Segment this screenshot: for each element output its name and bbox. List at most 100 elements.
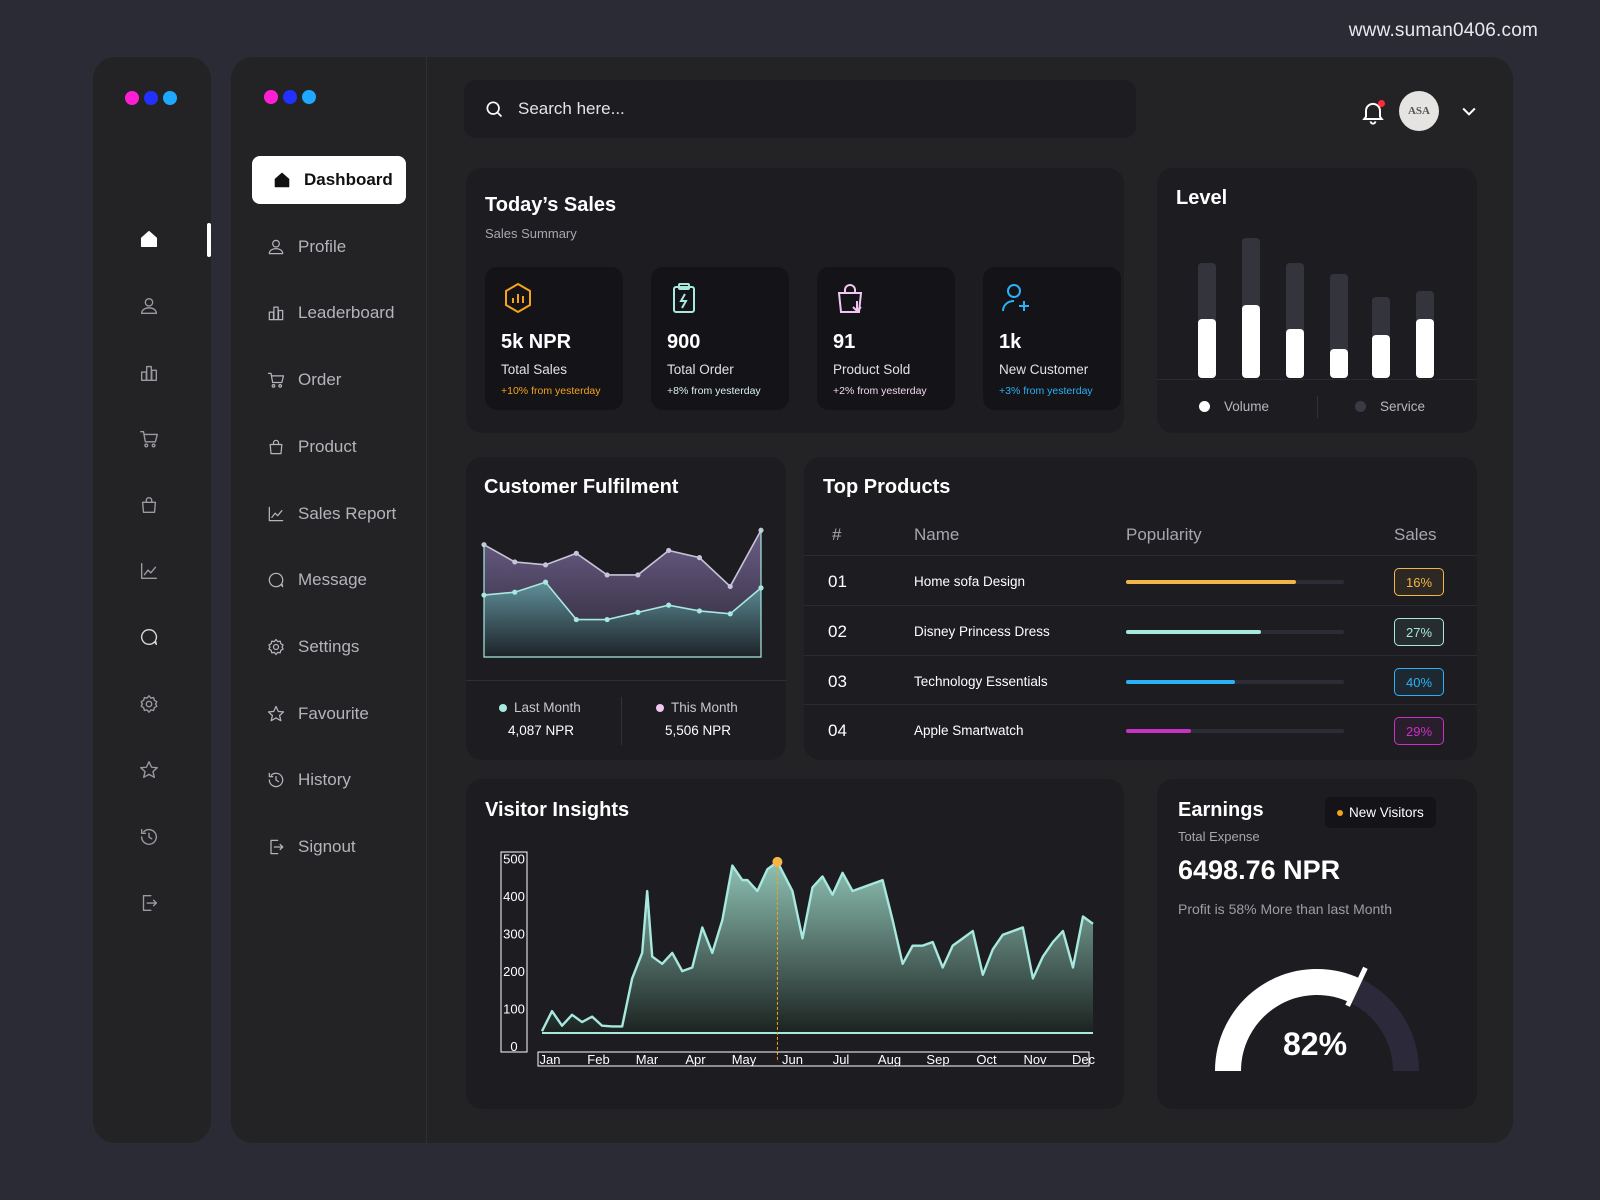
cf-point[interactable] bbox=[604, 572, 610, 578]
cf-point[interactable] bbox=[696, 555, 703, 561]
rail-home[interactable] bbox=[133, 223, 165, 255]
notification-dot bbox=[1378, 100, 1385, 107]
rail-cart[interactable] bbox=[133, 423, 165, 455]
earnings-card: Earnings New Visitors Total Expense 6498… bbox=[1157, 779, 1477, 1109]
cf-this-month-value: 5,506 NPR bbox=[665, 723, 732, 738]
nav-item-message[interactable]: Message bbox=[252, 556, 406, 604]
cf-point[interactable] bbox=[512, 559, 518, 565]
cf-point[interactable] bbox=[512, 589, 518, 595]
x-tick-label: Aug bbox=[878, 1052, 901, 1067]
search-bar[interactable] bbox=[464, 80, 1136, 138]
nav-item-profile[interactable]: Profile bbox=[252, 223, 406, 271]
cf-area-last-month bbox=[484, 582, 761, 657]
x-tick-label: Dec bbox=[1072, 1052, 1096, 1067]
visitor-insights-title: Visitor Insights bbox=[485, 799, 630, 821]
chart-icon bbox=[140, 562, 158, 580]
nav-item-order[interactable]: Order bbox=[252, 356, 406, 404]
x-tick-label: Feb bbox=[587, 1052, 609, 1067]
nav-item-label: Settings bbox=[298, 636, 360, 656]
stat-product-sold[interactable]: 91 Product Sold +2% from yesterday bbox=[817, 267, 955, 410]
leaderboard-icon bbox=[268, 306, 284, 321]
cf-point[interactable] bbox=[666, 547, 672, 554]
nav-item-dashboard[interactable]: Dashboard bbox=[252, 156, 406, 204]
notification-bell-icon[interactable] bbox=[1359, 98, 1387, 126]
row-rank: 01 bbox=[828, 572, 847, 591]
home-icon bbox=[274, 172, 290, 188]
cf-point[interactable] bbox=[727, 611, 733, 617]
cf-point[interactable] bbox=[573, 550, 579, 556]
cf-point[interactable] bbox=[635, 609, 641, 615]
y-tick-label: 300 bbox=[503, 927, 525, 942]
x-tick-label: Jan bbox=[540, 1052, 561, 1067]
nav-item-signout[interactable]: Signout bbox=[252, 823, 406, 871]
cf-point[interactable] bbox=[573, 616, 579, 623]
nav-item-label: Profile bbox=[298, 236, 347, 256]
rail-chart[interactable] bbox=[133, 555, 165, 587]
col-header-name: Name bbox=[914, 525, 960, 544]
highlight-point[interactable] bbox=[772, 856, 783, 867]
cf-point[interactable] bbox=[727, 583, 733, 590]
message-icon bbox=[268, 572, 284, 588]
rail-profile[interactable] bbox=[133, 290, 165, 322]
todays-sales-title: Today’s Sales bbox=[485, 194, 617, 216]
cf-separator bbox=[621, 697, 622, 745]
signout-icon bbox=[142, 894, 158, 912]
x-tick-label: Jun bbox=[782, 1052, 803, 1067]
y-tick-label: 100 bbox=[503, 1002, 525, 1017]
search-input[interactable] bbox=[518, 99, 1078, 119]
legend-label: Volume bbox=[1224, 399, 1270, 414]
y-tick-label: 400 bbox=[503, 889, 525, 904]
stat-change: +10% from yesterday bbox=[501, 385, 601, 397]
y-tick-label: 200 bbox=[503, 964, 525, 979]
stat-total-order[interactable]: 900 Total Order +8% from yesterday bbox=[651, 267, 789, 410]
stat-new-customer[interactable]: 1k New Customer +3% from yesterday bbox=[983, 267, 1121, 410]
row-divider bbox=[804, 655, 1477, 656]
sales-pill: 16% bbox=[1394, 568, 1444, 596]
rail-leaderboard[interactable] bbox=[133, 357, 165, 389]
legend-dot bbox=[499, 703, 507, 712]
nav-item-favourite[interactable]: Favourite bbox=[252, 690, 406, 738]
cf-point[interactable] bbox=[635, 572, 641, 578]
nav-item-settings[interactable]: Settings bbox=[252, 623, 406, 671]
cart-icon bbox=[267, 372, 285, 388]
rail-settings[interactable] bbox=[133, 688, 165, 720]
cf-point[interactable] bbox=[666, 602, 672, 608]
product-name: Home sofa Design bbox=[914, 574, 1026, 589]
cf-point[interactable] bbox=[604, 616, 610, 623]
stat-total-sales[interactable]: 5k NPR Total Sales +10% from yesterday bbox=[485, 267, 623, 410]
nav-item-history[interactable]: History bbox=[252, 756, 406, 804]
nav-item-label: Leaderboard bbox=[298, 303, 395, 323]
x-tick-label: Jul bbox=[833, 1052, 850, 1067]
cf-point[interactable] bbox=[542, 562, 549, 568]
signout-icon bbox=[270, 839, 284, 855]
level-card: Level Volume Service bbox=[1157, 168, 1477, 433]
nav-item-leaderboard[interactable]: Leaderboard bbox=[252, 289, 406, 337]
product-bag-icon bbox=[837, 284, 863, 313]
x-tick-label: May bbox=[732, 1052, 757, 1067]
legend-volume: Volume bbox=[1199, 399, 1269, 414]
chevron-down-icon[interactable] bbox=[1459, 101, 1479, 121]
cf-point[interactable] bbox=[542, 579, 549, 585]
nav-item-label: Signout bbox=[298, 837, 356, 856]
level-volume-bar bbox=[1198, 319, 1216, 378]
popularity-track bbox=[1126, 580, 1344, 584]
rail-signout[interactable] bbox=[133, 887, 165, 919]
visitor-line bbox=[540, 860, 1094, 1032]
cf-point[interactable] bbox=[696, 608, 703, 614]
rail-bag[interactable] bbox=[133, 489, 165, 521]
product-name: Disney Princess Dress bbox=[914, 624, 1050, 639]
legend-dot bbox=[1199, 401, 1210, 412]
avatar[interactable]: ASA bbox=[1399, 91, 1439, 131]
rail-history[interactable] bbox=[133, 821, 165, 853]
nav-item-label: Sales Report bbox=[298, 503, 397, 523]
sales-pill: 29% bbox=[1394, 717, 1444, 745]
nav-item-sales-report[interactable]: Sales Report bbox=[252, 490, 406, 538]
settings-icon bbox=[140, 695, 158, 713]
rail-star[interactable] bbox=[133, 754, 165, 786]
sidebar: Dashboard Profile Leaderboard Order Product S… bbox=[231, 57, 427, 1143]
nav-item-product[interactable]: Product bbox=[252, 423, 406, 471]
rail-message[interactable] bbox=[133, 621, 165, 653]
icon-rail bbox=[93, 57, 211, 1143]
new-visitors-badge[interactable]: New Visitors bbox=[1325, 797, 1436, 828]
top-products-title: Top Products bbox=[823, 476, 951, 498]
